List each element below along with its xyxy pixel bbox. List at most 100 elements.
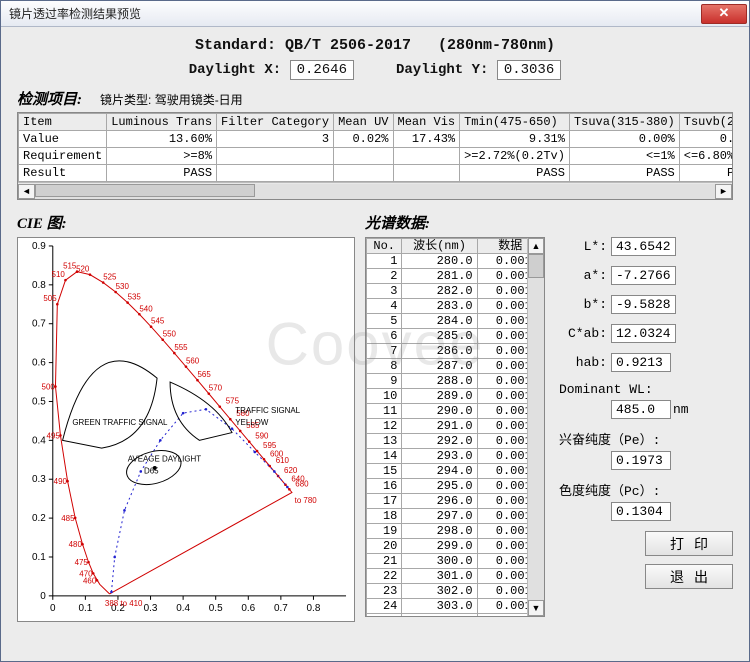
spectrum-row: 18297.00.001% — [367, 509, 544, 524]
scroll-right-button[interactable]: ► — [715, 184, 732, 199]
svg-text:550: 550 — [163, 330, 177, 339]
svg-text:to 780: to 780 — [295, 496, 318, 505]
table-row: Requirement>=8%>=2.72%(0.2Tv)<=1%<=6.80%… — [19, 148, 734, 165]
svg-text:530: 530 — [116, 282, 130, 291]
svg-text:0.6: 0.6 — [32, 358, 46, 369]
param-hab-value: 0.9213 — [611, 353, 671, 372]
svg-text:0.7: 0.7 — [274, 603, 288, 614]
svg-text:620: 620 — [284, 466, 298, 475]
result-col-header: Mean UV — [334, 114, 393, 131]
svg-text:0.5: 0.5 — [209, 603, 223, 614]
svg-text:680: 680 — [295, 479, 309, 488]
spectrum-row: 22301.00.001% — [367, 569, 544, 584]
content-area: Standard: QB/T 2506-2017 (280nm-780nm) D… — [1, 27, 749, 661]
spectrum-row: 5284.00.001% — [367, 314, 544, 329]
v-scroll-track[interactable] — [528, 254, 544, 600]
scroll-track[interactable] — [35, 184, 715, 199]
svg-text:540: 540 — [139, 304, 153, 313]
svg-text:0.4: 0.4 — [176, 603, 190, 614]
svg-text:YELLOW: YELLOW — [235, 418, 269, 427]
titlebar: 镜片透过率检测结果预览 ✕ — [1, 1, 749, 27]
daylight-x-value: 0.2646 — [290, 60, 354, 80]
close-button[interactable]: ✕ — [701, 4, 747, 24]
spectrum-table-wrap: No.波长(nm)数据1280.00.001%2281.00.001%3282.… — [365, 237, 545, 617]
cie-chart: 00.10.20.30.40.50.60.70.800.10.20.30.40.… — [17, 237, 355, 622]
spectrum-row: 25304.00.001% — [367, 614, 544, 618]
param-pc-label: 色度纯度（Pc）: — [559, 480, 733, 499]
svg-text:0.7: 0.7 — [32, 319, 46, 330]
svg-text:0.4: 0.4 — [32, 435, 46, 446]
result-col-header: Item — [19, 114, 107, 131]
param-Cab-value: 12.0324 — [611, 324, 676, 343]
param-hab-label: hab: — [559, 355, 611, 370]
svg-text:0.6: 0.6 — [241, 603, 255, 614]
spectrum-row: 23302.00.001% — [367, 584, 544, 599]
svg-text:470: 470 — [79, 569, 93, 578]
svg-text:0.9: 0.9 — [32, 241, 46, 252]
result-col-header: Tsuvb(280- — [679, 114, 733, 131]
cie-title: CIE 图: — [17, 212, 357, 233]
svg-text:0: 0 — [40, 591, 46, 602]
v-scrollbar[interactable]: ▲ ▼ — [527, 238, 544, 616]
svg-text:510: 510 — [52, 270, 66, 279]
spectrum-row: 11290.00.001% — [367, 404, 544, 419]
svg-text:0.3: 0.3 — [144, 603, 158, 614]
v-scroll-thumb[interactable] — [528, 254, 544, 278]
result-col-header: Tmin(475-650) — [460, 114, 570, 131]
svg-text:0.1: 0.1 — [78, 603, 92, 614]
spectrum-row: 2281.00.001% — [367, 269, 544, 284]
param-pe-value: 0.1973 — [611, 451, 671, 470]
svg-text:560: 560 — [186, 357, 200, 366]
daylight-line: Daylight X: 0.2646 Daylight Y: 0.3036 — [17, 60, 733, 80]
param-domwl-label: Dominant WL: — [559, 382, 733, 397]
svg-text:570: 570 — [209, 384, 223, 393]
svg-text:555: 555 — [174, 343, 188, 352]
svg-text:610: 610 — [276, 456, 290, 465]
h-scrollbar[interactable]: ◄ ► — [18, 182, 732, 199]
table-row: ResultPASSPASSPASSPASS — [19, 165, 734, 182]
svg-text:520: 520 — [76, 265, 90, 274]
svg-text:475: 475 — [75, 558, 89, 567]
svg-text:590: 590 — [255, 432, 269, 441]
inspect-title: 检测项目: — [17, 88, 82, 109]
svg-text:525: 525 — [103, 273, 117, 282]
result-col-header: Mean Vis — [393, 114, 460, 131]
svg-text:0.8: 0.8 — [307, 603, 321, 614]
table-row: Value13.60%30.02%17.43%9.31%0.00%0.03% — [19, 131, 734, 148]
exit-button[interactable]: 退出 — [645, 564, 733, 589]
daylight-y-value: 0.3036 — [497, 60, 561, 80]
spectrum-row: 24303.00.001% — [367, 599, 544, 614]
lens-type: 镜片类型: 驾驶用镜类-日用 — [100, 91, 243, 108]
svg-text:D65: D65 — [144, 466, 159, 475]
param-L-value: 43.6542 — [611, 237, 676, 256]
scroll-up-button[interactable]: ▲ — [528, 238, 544, 254]
spectrum-row: 9288.00.001% — [367, 374, 544, 389]
print-button[interactable]: 打印 — [645, 531, 733, 556]
spectrum-row: 6285.00.001% — [367, 329, 544, 344]
window-title: 镜片透过率检测结果预览 — [9, 5, 701, 22]
spectrum-row: 12291.00.001% — [367, 419, 544, 434]
param-domwl-unit: nm — [673, 402, 689, 417]
svg-text:485: 485 — [61, 514, 75, 523]
svg-text:505: 505 — [43, 294, 57, 303]
param-L-label: L*: — [559, 239, 611, 254]
svg-text:480: 480 — [69, 540, 83, 549]
spectrum-table: No.波长(nm)数据1280.00.001%2281.00.001%3282.… — [366, 238, 544, 617]
param-b-value: -9.5828 — [611, 295, 676, 314]
result-col-header: Filter Category — [217, 114, 334, 131]
spectrum-row: 20299.00.001% — [367, 539, 544, 554]
spectrum-row: 17296.00.001% — [367, 494, 544, 509]
spectrum-row: 1280.00.001% — [367, 254, 544, 269]
standard-value: QB/T 2506-2017 — [285, 37, 411, 54]
svg-text:0.8: 0.8 — [32, 280, 46, 291]
svg-text:500: 500 — [42, 383, 56, 392]
param-pc-value: 0.1304 — [611, 502, 671, 521]
scroll-thumb[interactable] — [35, 184, 255, 197]
scroll-down-button[interactable]: ▼ — [528, 600, 544, 616]
spectrum-row: 21300.00.001% — [367, 554, 544, 569]
param-domwl-value: 485.0 — [611, 400, 671, 419]
scroll-left-button[interactable]: ◄ — [18, 184, 35, 199]
daylight-y-label: Daylight Y: — [396, 62, 488, 78]
svg-text:545: 545 — [151, 317, 165, 326]
standard-label: Standard: — [195, 37, 276, 54]
